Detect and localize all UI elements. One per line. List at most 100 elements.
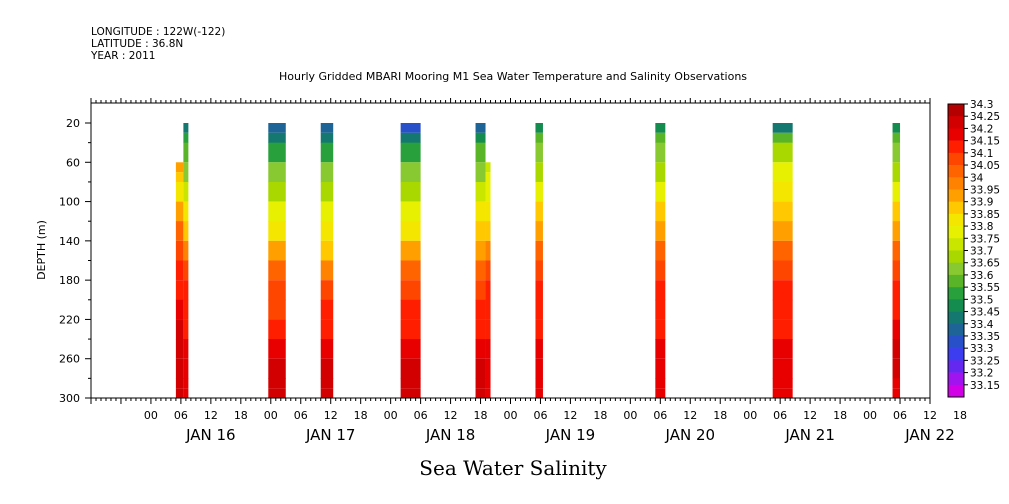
salinity-cell — [485, 280, 491, 301]
x-day-label: JAN 21 — [784, 426, 835, 444]
x-hour-label: 00 — [504, 409, 518, 422]
salinity-cell — [268, 142, 286, 163]
salinity-cell — [175, 172, 184, 183]
colorbar-label: 34.2 — [970, 123, 993, 135]
colorbar-label: 34.05 — [970, 160, 1000, 172]
salinity-cell — [892, 142, 901, 163]
salinity-cell — [268, 221, 286, 241]
salinity-cell — [175, 388, 184, 399]
x-day-label: JAN 17 — [305, 426, 356, 444]
x-hour-label: 18 — [713, 409, 727, 422]
salinity-cell — [183, 339, 189, 359]
salinity-cell — [400, 299, 421, 320]
salinity-cell — [320, 132, 334, 144]
salinity-cell — [535, 142, 543, 163]
salinity-cell — [475, 358, 486, 379]
x-hour-label: 18 — [593, 409, 607, 422]
salinity-cell — [268, 299, 286, 320]
salinity-cell — [320, 299, 334, 320]
colorbar-label: 33.95 — [970, 184, 1000, 196]
salinity-cell — [892, 240, 901, 261]
colorbar-label: 34 — [970, 172, 984, 184]
salinity-cell — [485, 299, 491, 320]
salinity-cell — [268, 240, 286, 261]
salinity-cell — [485, 319, 491, 340]
salinity-cell — [535, 299, 543, 320]
colorbar-swatch — [948, 226, 964, 239]
x-hour-label: 06 — [773, 409, 787, 422]
salinity-cell — [772, 162, 793, 183]
colorbar-label: 33.55 — [970, 282, 1000, 294]
salinity-cell — [655, 181, 666, 202]
salinity-cell — [655, 240, 666, 261]
salinity-cell — [400, 201, 421, 222]
salinity-cell — [655, 132, 666, 144]
salinity-cell — [892, 201, 901, 222]
salinity-cell — [183, 123, 189, 133]
salinity-cell — [175, 240, 184, 261]
x-hour-label: 00 — [743, 409, 757, 422]
chart-title: Hourly Gridded MBARI Mooring M1 Sea Wate… — [279, 70, 747, 83]
salinity-cell — [475, 260, 486, 281]
salinity-cell — [400, 358, 421, 379]
salinity-cell — [400, 260, 421, 281]
y-axis-label: DEPTH (m) — [35, 220, 48, 280]
salinity-cell — [485, 221, 491, 241]
salinity-cell — [655, 201, 666, 222]
salinity-cell — [535, 378, 543, 389]
salinity-cell — [485, 181, 491, 202]
salinity-cell — [892, 181, 901, 202]
salinity-cell — [475, 142, 486, 163]
salinity-cell — [268, 201, 286, 222]
colorbar-label: 33.35 — [970, 331, 1000, 343]
colorbar-swatch — [948, 311, 964, 325]
salinity-cell — [475, 378, 486, 389]
salinity-cell — [892, 132, 901, 144]
salinity-cell — [175, 378, 184, 389]
bottom-title: Sea Water Salinity — [419, 456, 607, 480]
colorbar-swatch — [948, 140, 964, 154]
salinity-cell — [535, 260, 543, 281]
salinity-cell — [535, 319, 543, 340]
plot-frame — [90, 102, 931, 399]
salinity-cell — [892, 162, 901, 183]
salinity-cell — [475, 240, 486, 261]
salinity-cell — [655, 123, 666, 133]
x-day-label: JAN 19 — [545, 426, 596, 444]
colorbar-label: 33.5 — [970, 294, 993, 306]
x-day-label: JAN 18 — [425, 426, 476, 444]
salinity-cell — [655, 319, 666, 340]
salinity-cell — [772, 260, 793, 281]
colorbar-label: 33.85 — [970, 209, 1000, 221]
salinity-cell — [485, 201, 491, 222]
salinity-cell — [892, 299, 901, 320]
salinity-cell — [183, 162, 189, 183]
salinity-cell — [320, 388, 334, 399]
y-tick-label: 20 — [66, 117, 80, 130]
salinity-cell — [772, 240, 793, 261]
salinity-cell — [892, 319, 901, 340]
salinity-cell — [772, 378, 793, 389]
salinity-cell — [655, 280, 666, 301]
salinity-cell — [475, 319, 486, 340]
colorbar-swatch — [948, 201, 964, 215]
salinity-cell — [892, 221, 901, 241]
salinity-cell — [175, 339, 184, 359]
salinity-cell — [400, 319, 421, 340]
colorbar-swatch — [948, 165, 964, 178]
salinity-cell — [535, 339, 543, 359]
salinity-cell — [772, 358, 793, 379]
salinity-cell — [175, 181, 184, 202]
salinity-cell — [268, 378, 286, 389]
colorbar-label: 33.25 — [970, 355, 1000, 367]
y-axis: 20 60 100 140 180 220 260 300 — [59, 117, 91, 405]
colorbar-swatch — [948, 177, 964, 190]
salinity-cell — [485, 388, 491, 399]
x-hour-label: 00 — [863, 409, 877, 422]
colorbar-swatch — [948, 299, 964, 312]
salinity-cell — [183, 358, 189, 379]
colorbar-label: 34.1 — [970, 148, 993, 160]
x-hour-label: 06 — [653, 409, 667, 422]
salinity-cell — [175, 221, 184, 241]
salinity-cell — [183, 388, 189, 399]
